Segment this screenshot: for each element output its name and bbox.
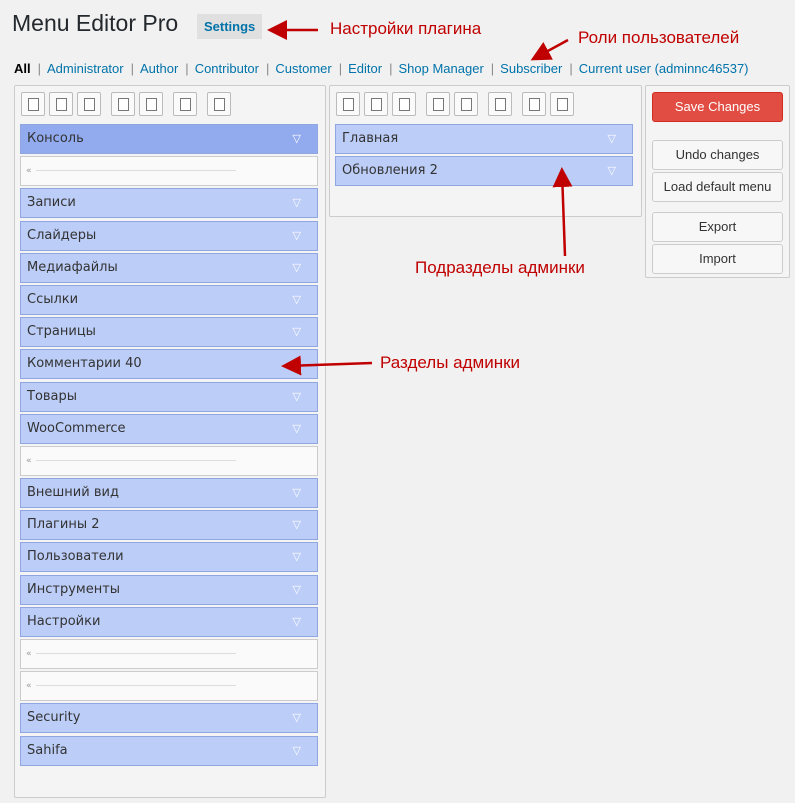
hide[interactable]	[207, 92, 231, 116]
menu-separator[interactable]: «	[20, 445, 318, 476]
new-item[interactable]	[426, 92, 450, 116]
copy[interactable]	[364, 92, 388, 116]
menu-item[interactable]: Плагины 2	[20, 510, 318, 541]
copy[interactable]	[49, 92, 73, 116]
arrow	[281, 355, 373, 376]
role-link[interactable]: Author	[124, 61, 179, 76]
menu-item[interactable]: Пользователи	[20, 542, 318, 573]
submenu-item[interactable]: Обновления 2	[335, 156, 633, 187]
role-link[interactable]: All	[14, 61, 31, 76]
submenu-item[interactable]: Главная	[335, 124, 633, 154]
sort-desc[interactable]	[550, 92, 574, 116]
cut[interactable]	[336, 92, 360, 116]
toolbar	[21, 92, 231, 116]
role-link[interactable]: Shop Manager	[382, 61, 484, 76]
sort-asc[interactable]	[522, 92, 546, 116]
menu-separator[interactable]: «	[20, 639, 318, 669]
annotation: Настройки плагина	[330, 19, 482, 38]
new-item[interactable]	[111, 92, 135, 116]
role-link[interactable]: Subscriber	[484, 61, 563, 76]
button[interactable]: Import	[652, 244, 783, 274]
menu-item[interactable]: Записи	[20, 188, 318, 219]
menu-item[interactable]: Товары	[20, 381, 318, 412]
menu-item[interactable]: WooCommerce	[20, 413, 318, 444]
role-link[interactable]: Contributor	[178, 61, 259, 76]
delete[interactable]	[454, 92, 478, 116]
role-link[interactable]: Current user (adminnc46537)	[562, 61, 748, 76]
menu-item[interactable]: Слайдеры	[20, 220, 318, 251]
menu-item[interactable]: Инструменты	[20, 574, 318, 605]
annotation: Роли пользователей	[578, 28, 740, 47]
menu-item[interactable]: Страницы	[20, 317, 318, 348]
new-separator[interactable]	[488, 92, 512, 116]
menu-item[interactable]: Ссылки	[20, 284, 318, 315]
submenu-panel: ГлавнаяОбновления 2	[329, 85, 642, 217]
menu-panel: Консоль«ЗаписиСлайдерыМедиафайлыСсылкиСт…	[14, 85, 326, 798]
arrow	[552, 167, 573, 257]
paste[interactable]	[77, 92, 101, 116]
role-link[interactable]: Administrator	[31, 61, 124, 76]
role-tabs: AllAdministratorAuthorContributorCustome…	[14, 61, 749, 76]
menu-list: Консоль«ЗаписиСлайдерыМедиафайлыСсылкиСт…	[20, 124, 318, 766]
arrow	[530, 38, 569, 61]
settings-link[interactable]: Settings	[197, 14, 263, 39]
page-title: Menu Editor Pro	[12, 10, 179, 36]
annotation: Подразделы админки	[415, 258, 585, 277]
button[interactable]: Save Changes	[652, 92, 783, 122]
menu-item[interactable]: Консоль	[20, 124, 318, 154]
menu-item[interactable]: Настройки	[20, 606, 318, 637]
role-link[interactable]: Customer	[259, 61, 332, 76]
menu-separator[interactable]: «	[20, 671, 318, 702]
menu-item[interactable]: Внешний вид	[20, 478, 318, 509]
cut[interactable]	[21, 92, 45, 116]
delete[interactable]	[139, 92, 163, 116]
menu-separator[interactable]: «	[20, 156, 318, 187]
submenu-list: ГлавнаяОбновления 2	[335, 124, 633, 187]
toolbar	[336, 92, 574, 116]
menu-item[interactable]: Sahifa	[20, 735, 318, 766]
actions-panel: Save Changes Undo changes Load default men…	[645, 85, 790, 278]
paste[interactable]	[392, 92, 416, 116]
new-separator[interactable]	[173, 92, 197, 116]
menu-item[interactable]: Security	[20, 703, 318, 734]
button[interactable]: Undo changes	[652, 140, 783, 170]
annotation: Разделы админки	[380, 353, 521, 372]
button[interactable]: Export	[652, 212, 783, 242]
role-link[interactable]: Editor	[332, 61, 382, 76]
button[interactable]: Load default menu	[652, 172, 783, 202]
menu-item[interactable]: Медиафайлы	[20, 252, 318, 283]
